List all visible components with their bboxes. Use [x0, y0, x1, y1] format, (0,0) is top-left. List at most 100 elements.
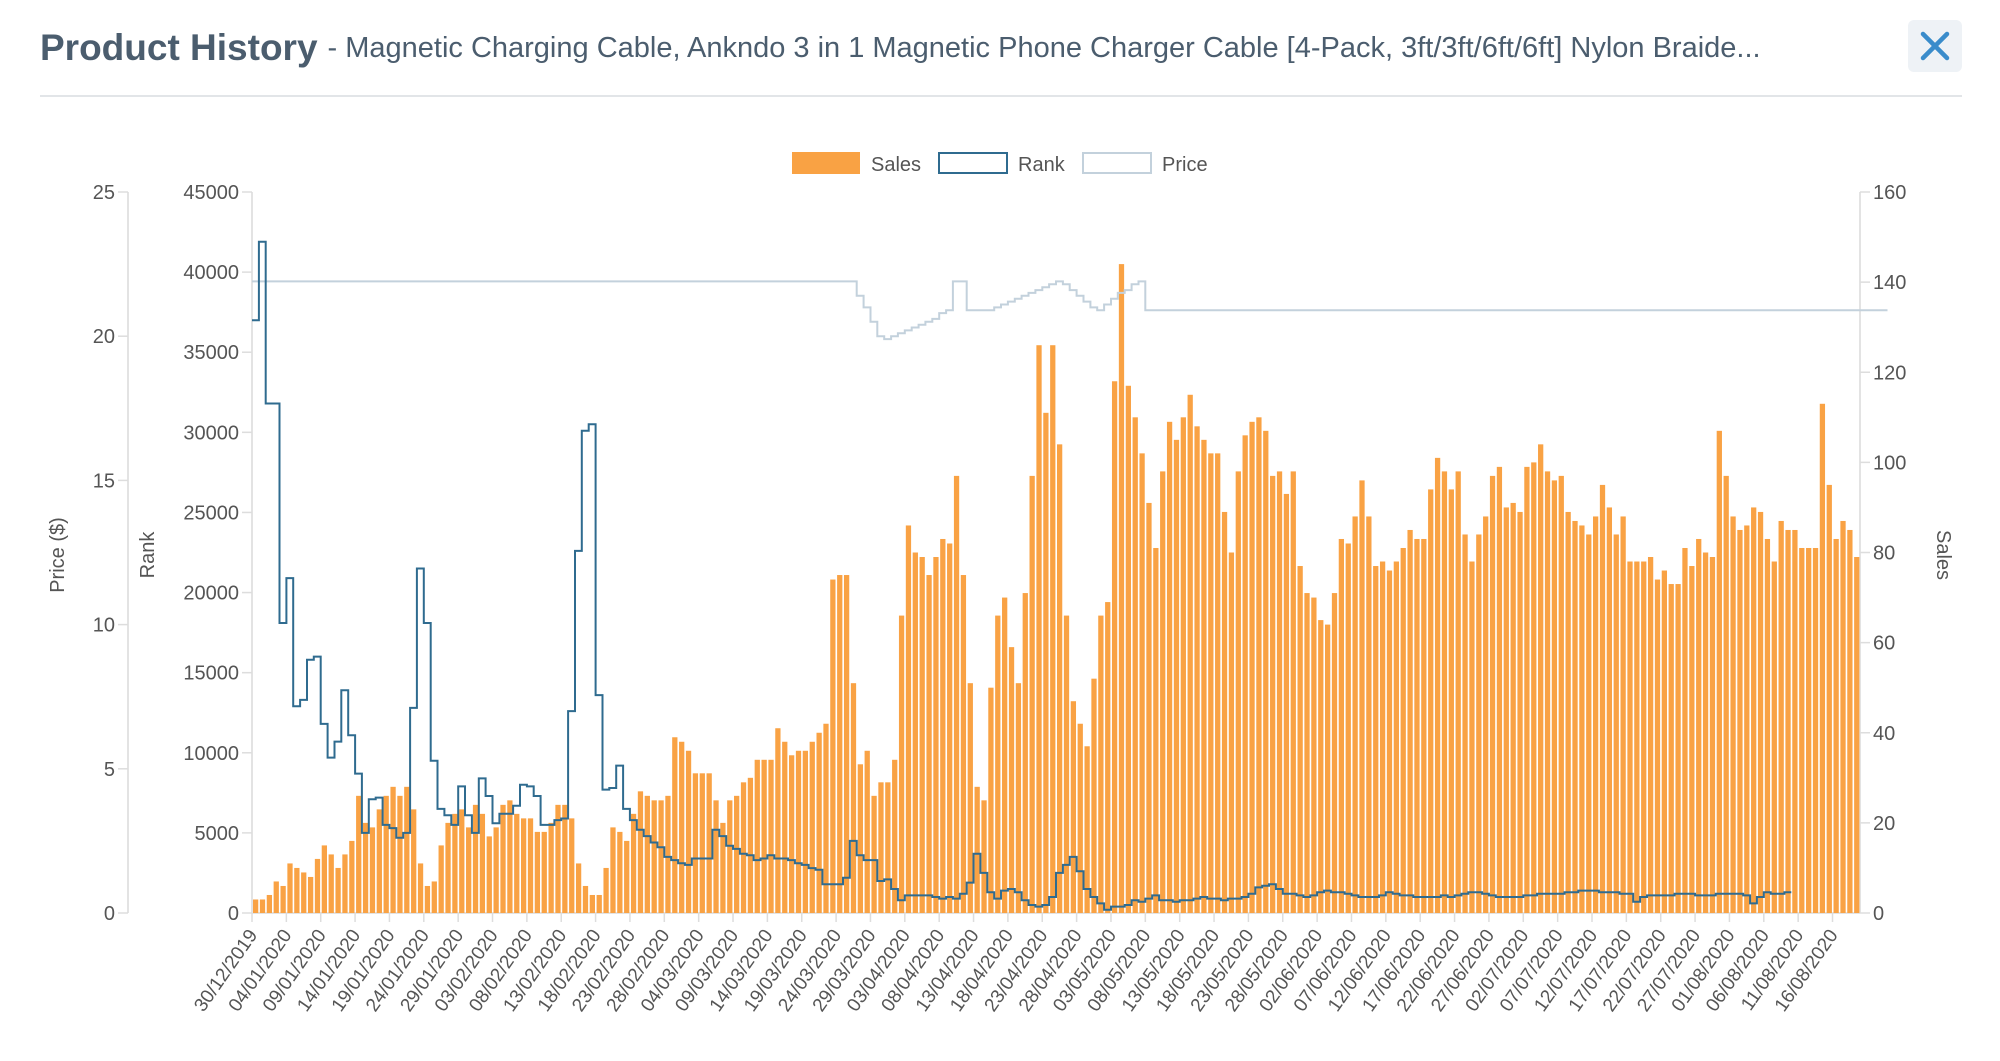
- legend-item-sales[interactable]: Sales: [792, 152, 921, 176]
- sales-bar[interactable]: [1311, 597, 1317, 913]
- sales-bar[interactable]: [466, 827, 472, 913]
- sales-bar[interactable]: [356, 795, 362, 913]
- sales-bar[interactable]: [445, 822, 451, 914]
- sales-bar[interactable]: [1558, 475, 1564, 913]
- sales-bar[interactable]: [1276, 471, 1283, 913]
- sales-bar[interactable]: [1730, 516, 1736, 913]
- sales-bar[interactable]: [1579, 525, 1585, 913]
- sales-bar[interactable]: [1572, 520, 1578, 913]
- sales-bar[interactable]: [610, 827, 616, 913]
- sales-bar[interactable]: [404, 786, 410, 913]
- sales-bar[interactable]: [1263, 430, 1269, 913]
- sales-bar[interactable]: [1476, 534, 1482, 913]
- sales-bar[interactable]: [431, 881, 437, 913]
- sales-bar[interactable]: [1510, 502, 1516, 913]
- sales-bar[interactable]: [747, 777, 754, 913]
- sales-bar[interactable]: [521, 818, 527, 913]
- sales-bar[interactable]: [507, 800, 513, 913]
- sales-bar[interactable]: [328, 854, 334, 913]
- sales-bar[interactable]: [1318, 620, 1324, 913]
- sales-bar[interactable]: [1015, 683, 1022, 913]
- sales-bar[interactable]: [1098, 615, 1104, 913]
- sales-bar[interactable]: [541, 831, 547, 913]
- sales-bar[interactable]: [266, 894, 273, 913]
- sales-bar[interactable]: [905, 525, 912, 913]
- sales-bar[interactable]: [933, 557, 939, 913]
- sales-bar[interactable]: [1208, 453, 1214, 913]
- sales-bar[interactable]: [438, 845, 444, 913]
- sales-bar[interactable]: [617, 831, 623, 913]
- sales-bar[interactable]: [926, 575, 932, 913]
- sales-bar[interactable]: [1565, 511, 1571, 913]
- sales-bar[interactable]: [1483, 516, 1489, 913]
- sales-bar[interactable]: [1716, 430, 1722, 913]
- sales-bar[interactable]: [459, 809, 465, 913]
- sales-bar[interactable]: [871, 795, 877, 913]
- close-button[interactable]: [1908, 20, 1962, 72]
- sales-bar[interactable]: [1819, 403, 1826, 913]
- sales-bar[interactable]: [1084, 746, 1090, 913]
- sales-bar[interactable]: [479, 813, 486, 913]
- sales-bar[interactable]: [1826, 484, 1832, 913]
- sales-bar[interactable]: [1160, 471, 1166, 913]
- sales-bar[interactable]: [1455, 471, 1461, 913]
- sales-bar[interactable]: [1022, 593, 1028, 913]
- sales-bar[interactable]: [1194, 426, 1200, 913]
- sales-bar[interactable]: [624, 840, 630, 913]
- sales-bar[interactable]: [1105, 602, 1111, 913]
- sales-bar[interactable]: [1503, 507, 1509, 913]
- sales-bar[interactable]: [644, 795, 650, 913]
- sales-bar[interactable]: [1400, 547, 1406, 913]
- sales-bar[interactable]: [1634, 561, 1640, 913]
- sales-bar[interactable]: [307, 876, 314, 913]
- sales-bar[interactable]: [775, 728, 781, 913]
- sales-bar[interactable]: [1139, 453, 1145, 913]
- sales-bar[interactable]: [1641, 561, 1647, 913]
- sales-bar[interactable]: [1799, 547, 1805, 913]
- sales-bar[interactable]: [555, 804, 561, 913]
- sales-bar[interactable]: [1792, 529, 1798, 913]
- sales-bar[interactable]: [1386, 570, 1393, 913]
- sales-bar[interactable]: [706, 773, 712, 913]
- sales-bar[interactable]: [335, 867, 341, 913]
- sales-bar[interactable]: [837, 575, 843, 913]
- sales-bar[interactable]: [1744, 525, 1750, 913]
- sales-bar[interactable]: [857, 764, 863, 913]
- sales-bar[interactable]: [1166, 421, 1173, 913]
- sales-bar[interactable]: [685, 750, 692, 913]
- sales-bar[interactable]: [1462, 534, 1468, 913]
- sales-bar[interactable]: [1118, 264, 1125, 914]
- sales-bar[interactable]: [1379, 561, 1386, 913]
- sales-bar[interactable]: [1249, 421, 1255, 913]
- sales-bar[interactable]: [301, 872, 307, 913]
- sales-bar[interactable]: [1173, 439, 1180, 913]
- sales-bar[interactable]: [376, 809, 382, 913]
- sales-bar[interactable]: [995, 615, 1001, 913]
- sales-bar[interactable]: [1682, 547, 1688, 913]
- sales-bar[interactable]: [1544, 471, 1551, 913]
- sales-bar[interactable]: [1077, 723, 1083, 913]
- sales-bar[interactable]: [1751, 507, 1757, 913]
- sales-bar[interactable]: [294, 867, 300, 913]
- sales-bar[interactable]: [1029, 475, 1035, 913]
- sales-bar[interactable]: [1132, 417, 1138, 913]
- sales-bar[interactable]: [1757, 511, 1764, 913]
- sales-bar[interactable]: [1654, 579, 1661, 913]
- sales-bar[interactable]: [1613, 534, 1619, 913]
- sales-bar[interactable]: [575, 863, 582, 913]
- sales-bar[interactable]: [273, 881, 279, 913]
- sales-bar[interactable]: [411, 809, 417, 913]
- sales-bar[interactable]: [823, 723, 829, 913]
- sales-bar[interactable]: [1675, 584, 1681, 913]
- sales-bar[interactable]: [1448, 489, 1454, 913]
- sales-bar[interactable]: [1153, 547, 1159, 913]
- sales-bar[interactable]: [1833, 538, 1839, 913]
- sales-bar[interactable]: [1242, 435, 1248, 913]
- sales-bar[interactable]: [603, 867, 609, 913]
- sales-bar[interactable]: [1221, 511, 1228, 913]
- sales-bar[interactable]: [1551, 480, 1558, 913]
- sales-bar[interactable]: [1407, 529, 1413, 913]
- sales-bar[interactable]: [1297, 566, 1303, 913]
- sales-bar[interactable]: [1647, 557, 1654, 913]
- sales-bar[interactable]: [548, 822, 554, 914]
